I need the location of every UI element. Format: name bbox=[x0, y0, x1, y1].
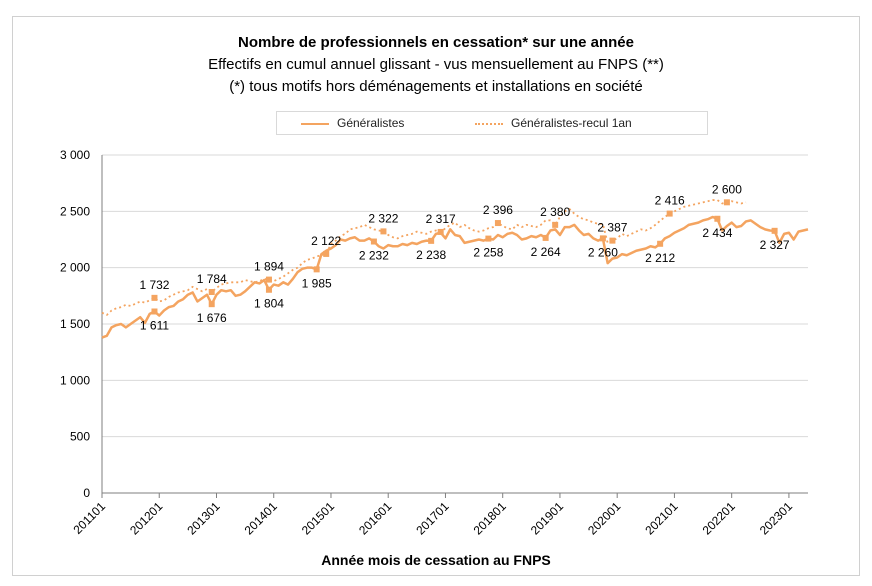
data-label: 2 600 bbox=[712, 182, 742, 196]
data-label: 2 387 bbox=[597, 221, 627, 235]
x-tick-label: 201201 bbox=[127, 499, 165, 537]
chart-subtitle-1: Effectifs en cumul annuel glissant - vus… bbox=[208, 56, 664, 73]
data-point-marker bbox=[208, 289, 215, 296]
data-point-marker bbox=[437, 228, 444, 235]
data-label: 2 212 bbox=[645, 251, 675, 265]
y-tick-label: 1 500 bbox=[60, 317, 90, 331]
data-point-marker bbox=[313, 266, 320, 273]
data-label: 1 611 bbox=[140, 318, 169, 332]
data-point-marker bbox=[609, 237, 616, 244]
data-label: 2 122 bbox=[311, 234, 341, 248]
x-tick-label: 201901 bbox=[528, 499, 566, 537]
data-label: 2 264 bbox=[531, 245, 561, 259]
data-point-marker bbox=[323, 250, 330, 257]
data-label: 1 784 bbox=[197, 272, 227, 286]
data-point-marker bbox=[723, 199, 730, 206]
data-label: 1 732 bbox=[139, 278, 169, 292]
x-tick-label: 201801 bbox=[471, 499, 509, 537]
y-tick-label: 1 000 bbox=[60, 373, 90, 387]
data-label: 2 322 bbox=[368, 211, 398, 225]
data-point-marker bbox=[666, 210, 673, 217]
data-label: 2 317 bbox=[426, 212, 456, 226]
chart-frame bbox=[12, 16, 860, 576]
data-label: 1 985 bbox=[302, 276, 332, 290]
x-axis-title: Année mois de cessation au FNPS bbox=[321, 552, 551, 568]
x-tick-label: 201101 bbox=[71, 499, 109, 537]
data-label: 1 894 bbox=[254, 260, 284, 274]
data-point-marker bbox=[151, 308, 158, 315]
legend-label: Généralistes bbox=[337, 116, 405, 130]
x-tick-label: 202201 bbox=[700, 499, 738, 537]
data-point-marker bbox=[151, 294, 158, 301]
legend-swatch-dotted bbox=[475, 123, 503, 125]
data-point-marker bbox=[265, 286, 272, 293]
data-point-marker bbox=[771, 227, 778, 234]
data-label: 2 396 bbox=[483, 203, 513, 217]
chart-title: Nombre de professionnels en cessation* s… bbox=[238, 34, 634, 51]
data-point-marker bbox=[494, 220, 501, 227]
data-label: 1 804 bbox=[254, 297, 284, 311]
data-point-marker bbox=[485, 235, 492, 242]
data-point-marker bbox=[265, 276, 272, 283]
data-label: 2 260 bbox=[588, 245, 618, 259]
legend-label: Généralistes-recul 1an bbox=[511, 116, 632, 130]
x-tick-label: 201401 bbox=[242, 499, 280, 537]
data-label: 2 380 bbox=[540, 205, 570, 219]
y-tick-label: 2 500 bbox=[60, 204, 90, 218]
data-point-marker bbox=[552, 221, 559, 228]
x-tick-label: 201601 bbox=[356, 499, 394, 537]
x-tick-label: 201701 bbox=[413, 499, 451, 537]
x-tick-label: 202101 bbox=[642, 499, 680, 537]
x-tick-label: 201301 bbox=[184, 499, 222, 537]
data-label: 2 238 bbox=[416, 248, 446, 262]
data-label: 2 327 bbox=[760, 238, 790, 252]
data-label: 2 416 bbox=[655, 194, 685, 208]
series-line-generalistes bbox=[101, 215, 809, 339]
y-tick-label: 500 bbox=[70, 430, 90, 444]
data-label: 2 258 bbox=[473, 246, 503, 260]
x-tick-label: 201501 bbox=[299, 499, 337, 537]
x-tick-label: 202001 bbox=[585, 499, 623, 537]
data-point-marker bbox=[657, 240, 664, 247]
data-point-marker bbox=[428, 237, 435, 244]
y-tick-label: 0 bbox=[83, 486, 90, 500]
chart-legend: Généralistes Généralistes-recul 1an bbox=[276, 111, 708, 135]
data-label: 2 434 bbox=[702, 226, 732, 240]
data-label: 1 676 bbox=[197, 311, 227, 325]
data-point-marker bbox=[208, 301, 215, 308]
chart-subtitle-2: (*) tous motifs hors déménagements et in… bbox=[229, 78, 643, 95]
data-label: 2 232 bbox=[359, 249, 389, 263]
data-point-marker bbox=[599, 235, 606, 242]
data-point-marker bbox=[380, 228, 387, 235]
legend-swatch-solid bbox=[301, 123, 329, 125]
data-point-marker bbox=[542, 234, 549, 241]
x-tick-label: 202301 bbox=[757, 499, 795, 537]
data-point-marker bbox=[370, 238, 377, 245]
data-point-marker bbox=[714, 215, 721, 222]
y-tick-label: 2 000 bbox=[60, 261, 90, 275]
y-tick-label: 3 000 bbox=[60, 148, 90, 162]
